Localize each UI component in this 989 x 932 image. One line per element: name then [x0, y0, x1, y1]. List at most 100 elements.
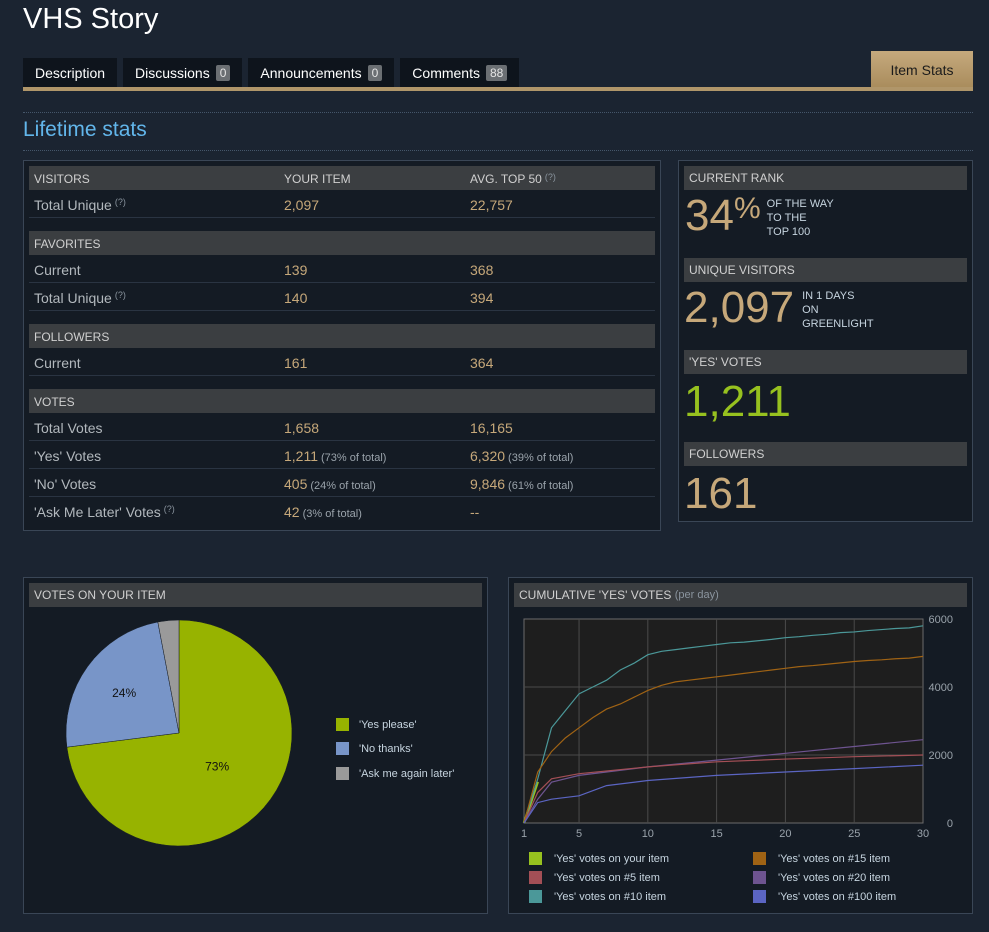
series-line [523, 764, 924, 824]
section-title: Lifetime stats [23, 118, 147, 141]
visitors-header: UNIQUE VISITORS [684, 258, 967, 282]
x-tick-label: 5 [576, 828, 582, 840]
table-row: Current 139 368 [29, 255, 655, 283]
divider [23, 112, 973, 113]
avg-value: 22,757 [470, 197, 513, 213]
x-tick-label: 30 [917, 828, 929, 840]
row-label: Total Unique (?) [34, 197, 126, 213]
series-line [523, 655, 924, 824]
tab-label: Announcements [260, 65, 362, 81]
line-panel: CUMULATIVE 'YES' VOTES (per day) 1 5 10 15 2… [508, 577, 973, 914]
pie-slice-label: 24% [112, 686, 136, 700]
table-section-header: FOLLOWERS [29, 324, 655, 348]
line-legend-item: 'Yes' votes on #20 item [753, 871, 963, 884]
tab-item-stats[interactable]: Item Stats [871, 51, 973, 89]
tab-announcements[interactable]: Announcements 0 [248, 58, 395, 88]
pie-slice [157, 619, 180, 734]
yes-votes-value: 1,211 [684, 377, 791, 426]
your-value: 2,097 [284, 197, 320, 213]
count-badge: 0 [367, 65, 383, 81]
x-tick-label: 25 [848, 828, 860, 840]
x-tick-label: 15 [710, 828, 722, 840]
legend-label: 'Yes' votes on #20 item [778, 871, 891, 884]
pie-panel: VOTES ON YOUR ITEM 73% 24% 'Yes please' '… [23, 577, 488, 914]
x-tick-label: 20 [779, 828, 791, 840]
table-section-header: FAVORITES [29, 231, 655, 255]
yes-votes-header: 'YES' VOTES [684, 350, 967, 374]
line-legend-item: 'Yes' votes on #5 item [529, 871, 753, 884]
row-label: 'Ask Me Later' Votes (?) [34, 504, 175, 520]
count-badge: 88 [485, 65, 508, 81]
table-row: Total Unique (?) 140 394 [29, 283, 655, 311]
help-icon[interactable]: (?) [163, 504, 175, 514]
tab-description[interactable]: Description [23, 58, 118, 88]
pie-slice [66, 619, 293, 847]
header-avg-top50: AVG. TOP 50 (?) [470, 172, 556, 186]
pie-header: VOTES ON YOUR ITEM [29, 583, 482, 607]
x-tick-label: 1 [521, 828, 527, 840]
stats-table: VISITORS YOUR ITEM AVG. TOP 50 (?) Total … [23, 160, 661, 531]
row-label: Total Unique (?) [34, 290, 126, 306]
table-header-row: VISITORS YOUR ITEM AVG. TOP 50 (?) [29, 166, 655, 190]
help-icon[interactable]: (?) [114, 197, 126, 207]
tab-bar: Description Discussions 0 Announcements … [23, 58, 520, 88]
y-tick-label: 6000 [929, 614, 953, 626]
table-row: Total Unique (?) 2,097 22,757 [29, 190, 655, 218]
header-your-item: YOUR ITEM [284, 172, 351, 186]
pie-legend-later: 'Ask me again later' [336, 767, 454, 780]
count-badge: 0 [215, 65, 231, 81]
table-row: 'Yes' Votes 1,211 (73% of total) 6,320 (39… [29, 441, 655, 469]
summary-panel: CURRENT RANK 34% OF THE WAY TO THE TOP 100… [678, 160, 973, 522]
header-visitors: VISITORS [34, 172, 90, 186]
table-row: 'Ask Me Later' Votes (?) 42 (3% of total) … [34, 504, 480, 520]
tab-label: Comments [412, 65, 480, 81]
pie-slice-label: 73% [205, 760, 229, 774]
table-row: 'No' Votes 405 (24% of total) 9,846 (61% o… [29, 469, 655, 497]
tab-underline [23, 87, 973, 91]
rank-note: OF THE WAY TO THE TOP 100 [766, 198, 834, 238]
visitors-note: IN 1 DAYS ON GREENLIGHT [802, 290, 874, 330]
line-legend-item: 'Yes' votes on #10 item [529, 890, 753, 903]
line-legend-item: 'Yes' votes on your item [529, 852, 753, 865]
pie-legend-no: 'No thanks' [336, 742, 413, 755]
y-tick-label: 0 [947, 818, 953, 830]
followers-header: FOLLOWERS [684, 442, 967, 466]
legend-label: 'Yes' votes on #15 item [778, 852, 891, 865]
plot-area [523, 618, 924, 824]
line-legend-item: 'Yes' votes on #15 item [753, 852, 963, 865]
y-tick-label: 2000 [929, 750, 953, 762]
legend-swatch [753, 852, 766, 865]
pie-slice [65, 621, 180, 748]
pie-legend-yes: 'Yes please' [336, 718, 417, 731]
line-legend: 'Yes' votes on your item 'Yes' votes on #… [529, 852, 969, 903]
table-row: Total Votes 1,658 16,165 [29, 413, 655, 441]
series-line [523, 625, 924, 824]
legend-swatch [529, 871, 542, 884]
followers-value: 161 [684, 469, 758, 518]
table-row: Current 161 364 [29, 348, 655, 376]
tab-label: Discussions [135, 65, 210, 81]
visitors-value: 2,097 [684, 283, 795, 332]
legend-swatch [753, 871, 766, 884]
legend-label: 'Yes' votes on #10 item [554, 890, 667, 903]
line-legend-item: 'Yes' votes on #100 item [753, 890, 963, 903]
tab-label: Description [35, 65, 106, 81]
rank-value: 34% [685, 191, 761, 240]
line-header: CUMULATIVE 'YES' VOTES (per day) [514, 583, 967, 607]
help-icon[interactable]: (?) [114, 290, 126, 300]
page-title: VHS Story [23, 3, 159, 35]
legend-swatch [753, 890, 766, 903]
y-tick-label: 4000 [929, 682, 953, 694]
x-tick-label: 10 [642, 828, 654, 840]
rank-header: CURRENT RANK [684, 166, 967, 190]
legend-label: 'Yes' votes on your item [554, 852, 670, 865]
legend-swatch [529, 890, 542, 903]
pie-chart: 73% 24% [65, 619, 293, 847]
legend-label: 'Yes' votes on #100 item [778, 890, 897, 903]
tab-comments[interactable]: Comments 88 [400, 58, 520, 88]
legend-swatch [529, 852, 542, 865]
legend-label: 'Yes' votes on #5 item [554, 871, 660, 884]
tab-discussions[interactable]: Discussions 0 [123, 58, 243, 88]
table-section-header: VOTES [29, 389, 655, 413]
